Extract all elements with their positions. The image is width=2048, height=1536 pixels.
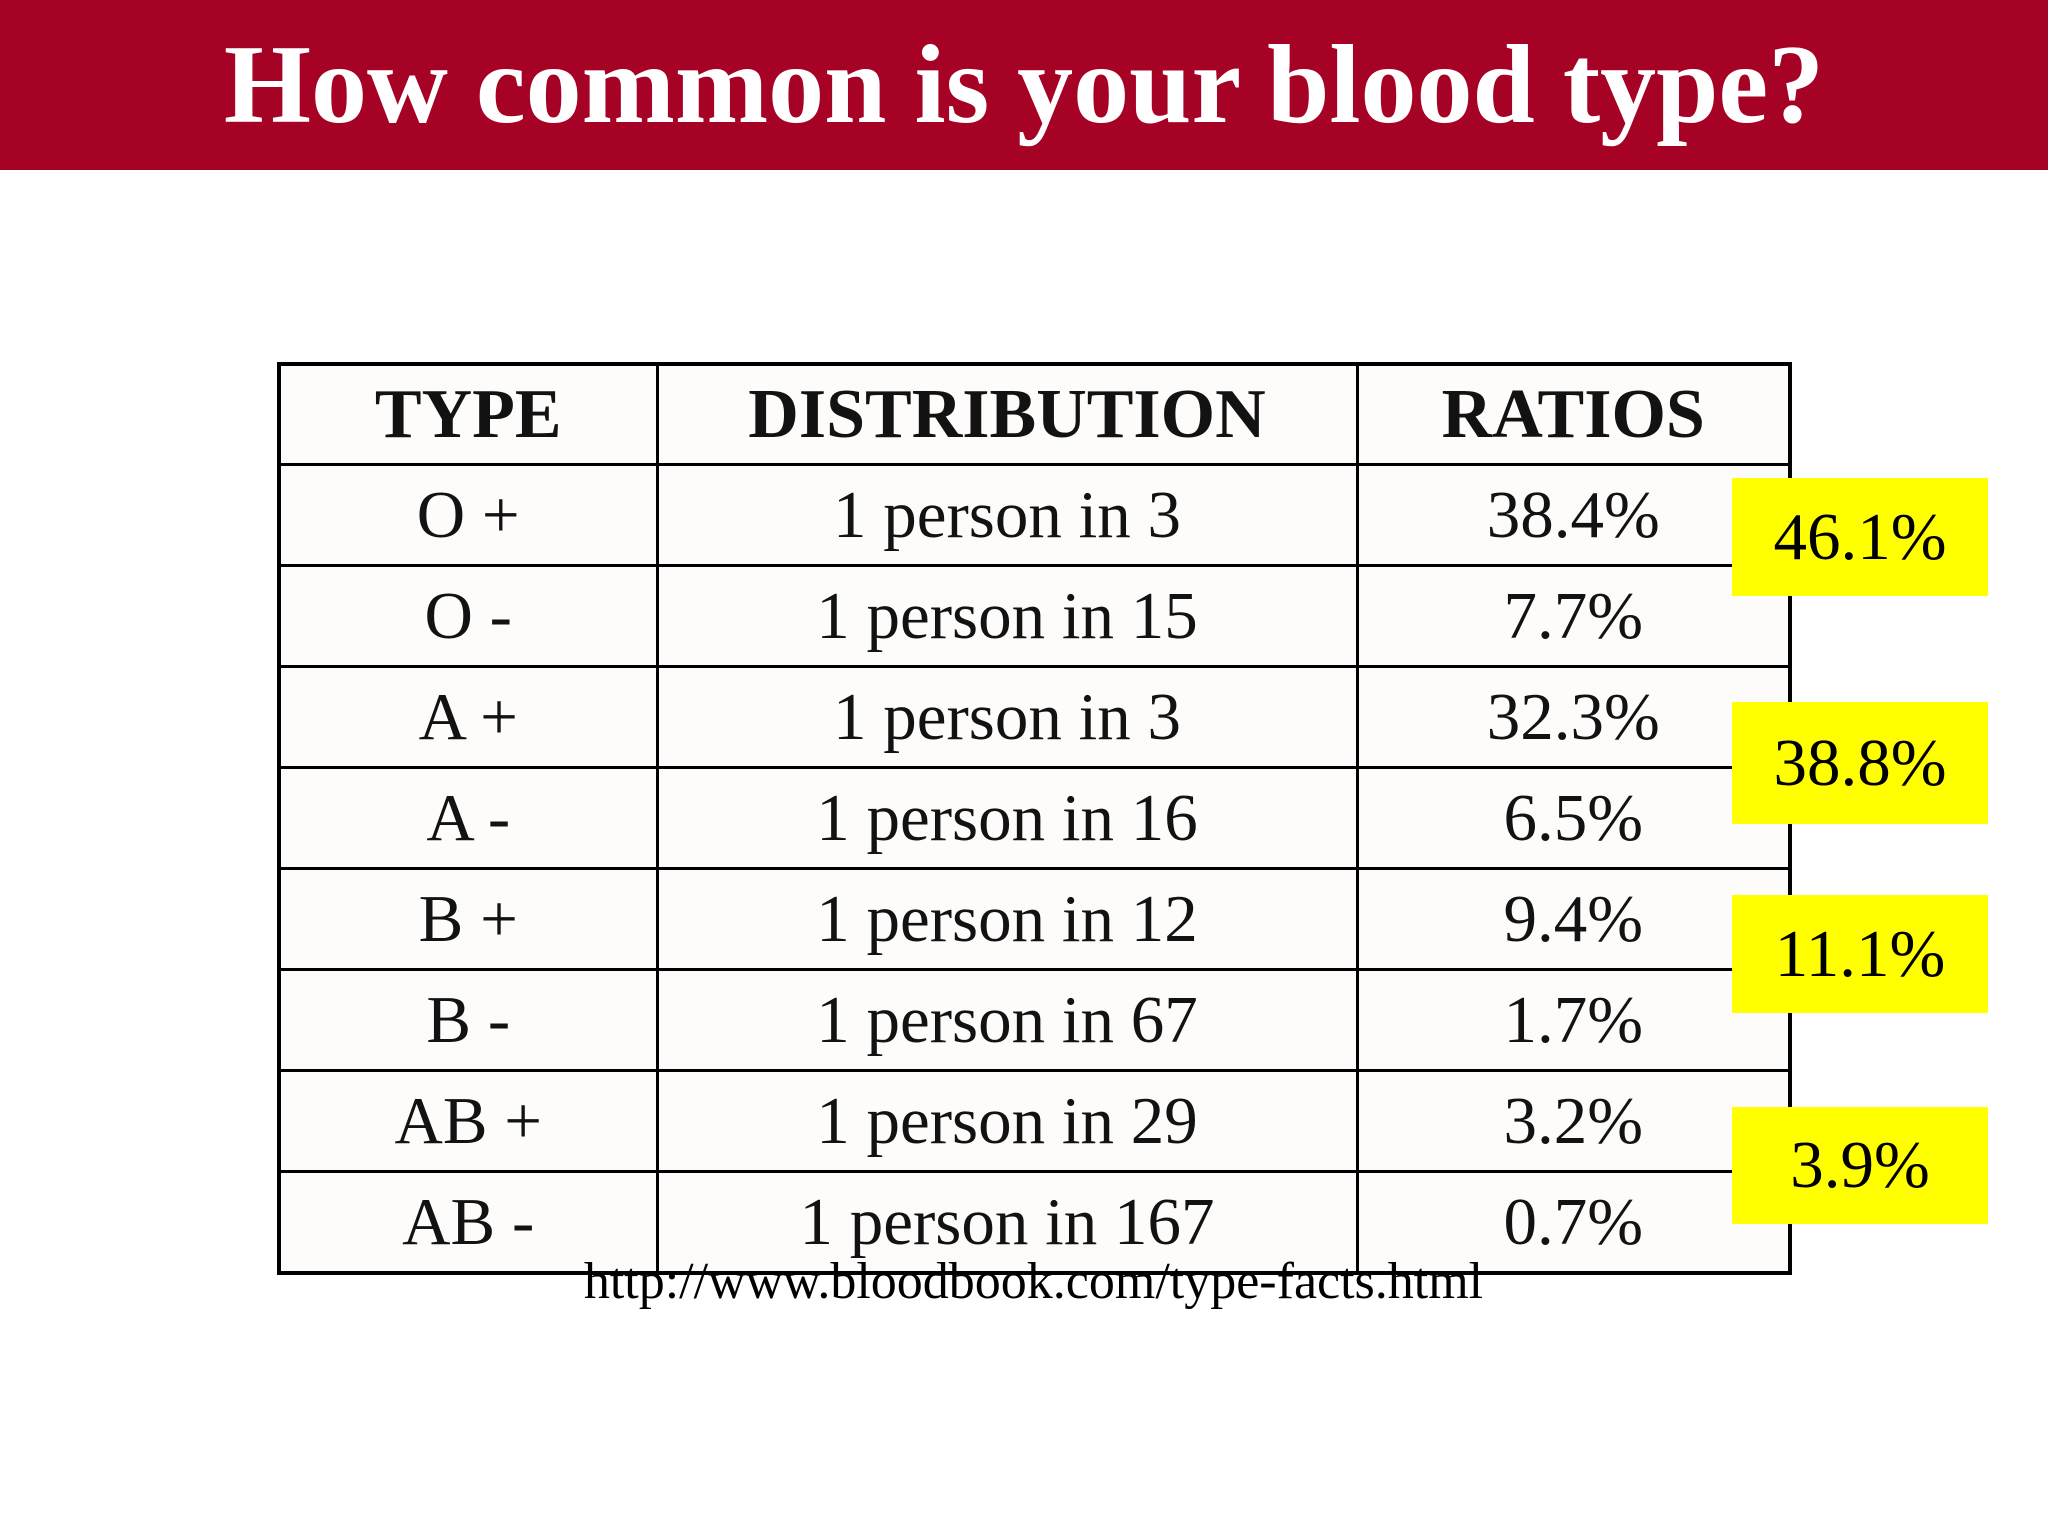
cell-distribution: 1 person in 12: [655, 867, 1359, 971]
cell-ratio: 7.7%: [1355, 564, 1792, 668]
page-title: How common is your blood type?: [223, 22, 1825, 147]
table-row: B - 1 person in 67 1.7%: [277, 968, 1792, 1072]
group-total-B: 11.1%: [1732, 895, 1988, 1013]
cell-type: O +: [277, 463, 659, 567]
table-row: O + 1 person in 3 38.4%: [277, 463, 1792, 567]
cell-distribution: 1 person in 3: [655, 463, 1359, 567]
group-total-O: 46.1%: [1732, 478, 1988, 596]
cell-distribution: 1 person in 16: [655, 766, 1359, 870]
cell-distribution: 1 person in 15: [655, 564, 1359, 668]
cell-ratio: 0.7%: [1355, 1170, 1792, 1275]
group-total-A: 38.8%: [1732, 702, 1988, 824]
cell-ratio: 9.4%: [1355, 867, 1792, 971]
cell-type: A +: [277, 665, 659, 769]
table-row: AB - 1 person in 167 0.7%: [277, 1170, 1792, 1275]
blood-type-table: TYPE DISTRIBUTION RATIOS O + 1 person in…: [277, 362, 1792, 1275]
cell-distribution: 1 person in 29: [655, 1069, 1359, 1173]
cell-type: B +: [277, 867, 659, 971]
column-header-distribution: DISTRIBUTION: [655, 362, 1359, 466]
cell-type: AB -: [277, 1170, 659, 1275]
source-url: http://www.bloodbook.com/type-facts.html: [583, 1253, 1484, 1310]
table-row: A + 1 person in 3 32.3%: [277, 665, 1792, 769]
cell-ratio: 38.4%: [1355, 463, 1792, 567]
column-header-ratios: RATIOS: [1355, 362, 1792, 466]
cell-type: AB +: [277, 1069, 659, 1173]
cell-type: O -: [277, 564, 659, 668]
column-header-type: TYPE: [277, 362, 659, 466]
table-header-row: TYPE DISTRIBUTION RATIOS: [277, 362, 1792, 466]
group-total-AB: 3.9%: [1732, 1107, 1988, 1224]
table-row: AB + 1 person in 29 3.2%: [277, 1069, 1792, 1173]
cell-distribution: 1 person in 67: [655, 968, 1359, 1072]
table-row: O - 1 person in 15 7.7%: [277, 564, 1792, 668]
cell-type: A -: [277, 766, 659, 870]
table-row: B + 1 person in 12 9.4%: [277, 867, 1792, 971]
cell-ratio: 3.2%: [1355, 1069, 1792, 1173]
table-row: A - 1 person in 16 6.5%: [277, 766, 1792, 870]
cell-type: B -: [277, 968, 659, 1072]
cell-distribution: 1 person in 3: [655, 665, 1359, 769]
title-banner: How common is your blood type?: [0, 0, 2048, 170]
cell-distribution: 1 person in 167: [655, 1170, 1359, 1275]
cell-ratio: 1.7%: [1355, 968, 1792, 1072]
cell-ratio: 6.5%: [1355, 766, 1792, 870]
cell-ratio: 32.3%: [1355, 665, 1792, 769]
